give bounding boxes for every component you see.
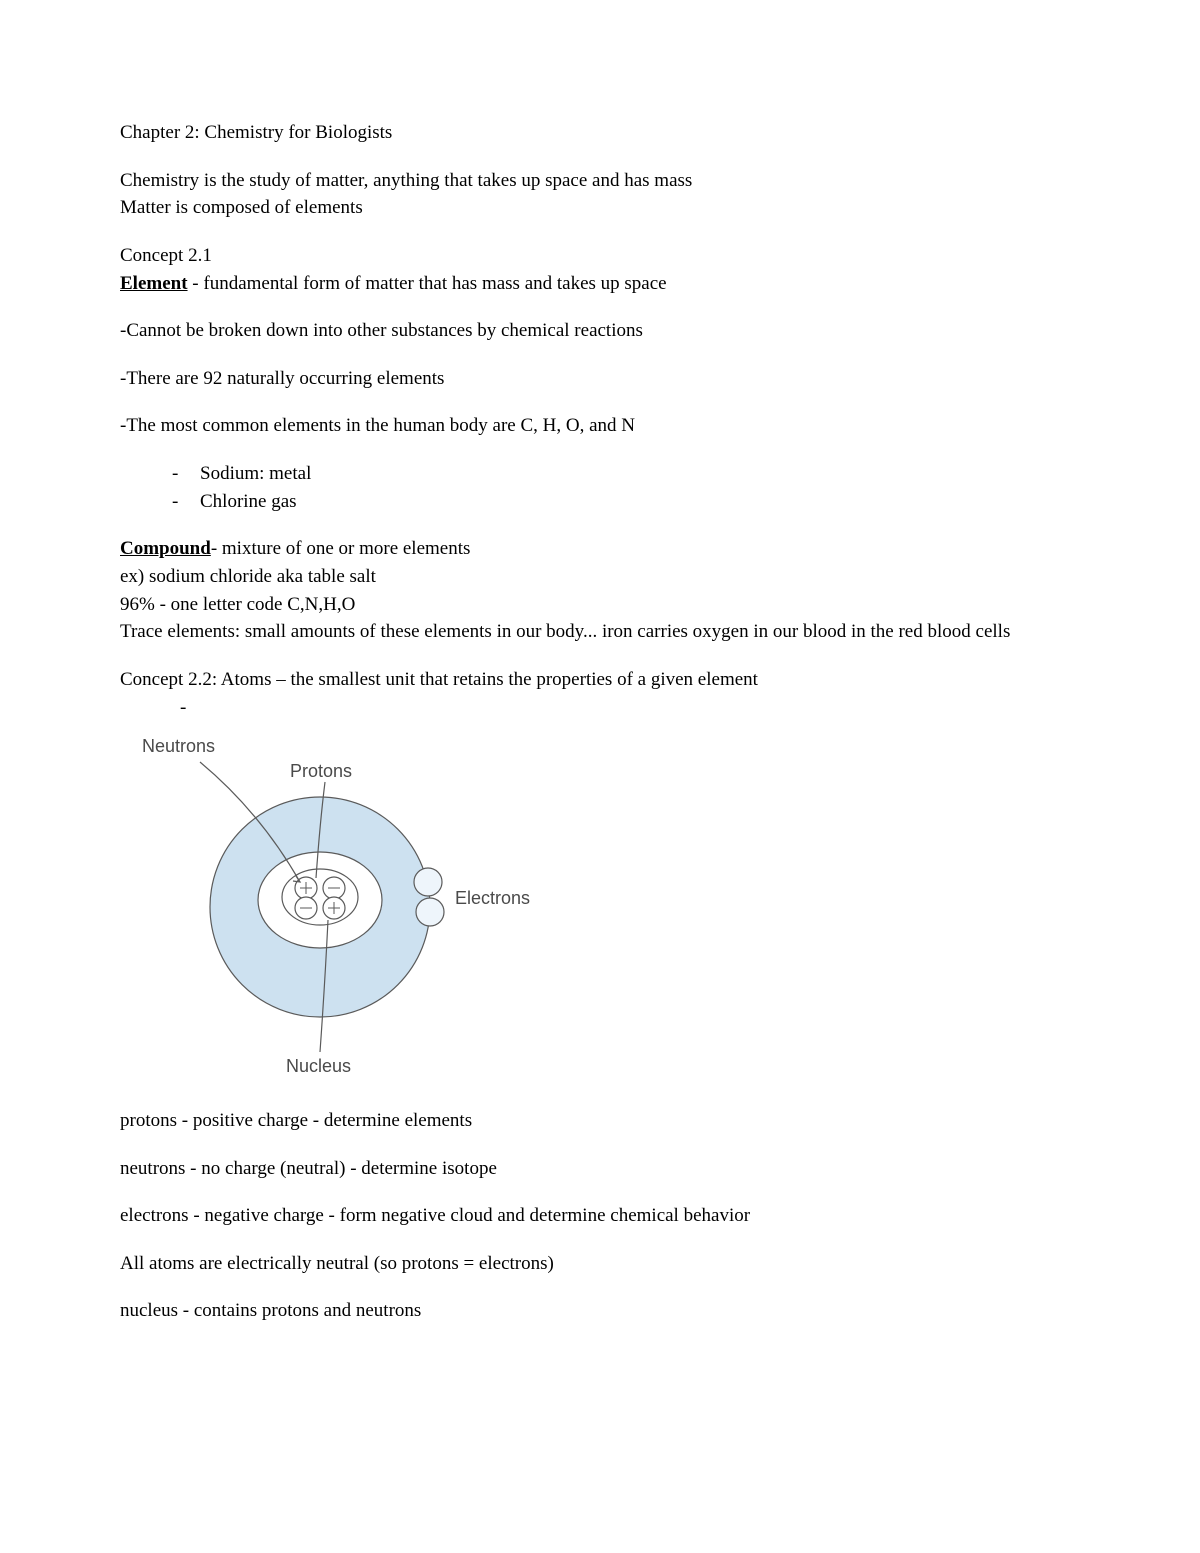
element-definition-line: Element - fundamental form of matter tha… [120,271,1080,297]
list-item: Chlorine gas [200,489,1080,515]
atom-svg: Neutrons Protons Electrons Nucleus [120,722,560,1082]
compound-def: - mixture of one or more elements [211,538,471,559]
concept-2-2-heading: Concept 2.2: Atoms – the smallest unit t… [120,667,1080,693]
element-point-2: -There are 92 naturally occurring elemen… [120,366,1080,392]
element-point-3: -The most common elements in the human b… [120,413,1080,439]
concept-2-1-heading: Concept 2.1 [120,243,1080,269]
compound-example: ex) sodium chloride aka table salt [120,564,1080,590]
compound-96-percent: 96% - one letter code C,N,H,O [120,592,1080,618]
chapter-title: Chapter 2: Chemistry for Biologists [120,120,1080,146]
atom-diagram: Neutrons Protons Electrons Nucleus [120,722,1080,1090]
electron-1 [414,868,442,896]
protons-line: protons - positive charge - determine el… [120,1108,1080,1134]
compound-definition-line: Compound- mixture of one or more element… [120,536,1080,562]
neutrons-label: Neutrons [142,736,215,756]
element-examples-list: Sodium: metal Chlorine gas [120,461,1080,514]
dash-line: - [120,695,1080,721]
electron-2 [416,898,444,926]
trace-elements-line: Trace elements: small amounts of these e… [120,619,1080,645]
element-point-1: -Cannot be broken down into other substa… [120,318,1080,344]
nucleus-label: Nucleus [286,1056,351,1076]
element-def: - fundamental form of matter that has ma… [188,273,667,294]
compound-term: Compound [120,538,211,559]
nucleus-line: nucleus - contains protons and neutrons [120,1298,1080,1324]
neutrons-line: neutrons - no charge (neutral) - determi… [120,1156,1080,1182]
electrons-label: Electrons [455,888,530,908]
atom-shell-1 [282,869,358,925]
list-item: Sodium: metal [200,461,1080,487]
element-term: Element [120,273,188,294]
neutral-line: All atoms are electrically neutral (so p… [120,1251,1080,1277]
document-page: Chapter 2: Chemistry for Biologists Chem… [0,0,1200,1553]
electrons-line: electrons - negative charge - form negat… [120,1203,1080,1229]
intro-line-1: Chemistry is the study of matter, anythi… [120,168,1080,194]
intro-line-2: Matter is composed of elements [120,195,1080,221]
protons-label: Protons [290,761,352,781]
